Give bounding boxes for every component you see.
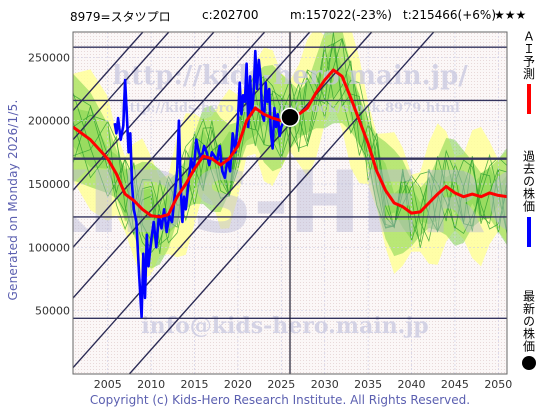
x-axis: 2005 2010 2015 2020 2025 2030 2035 2040 2045 2050 <box>94 378 513 391</box>
x-tick-label-1: 2010 <box>137 378 165 391</box>
x-tick-label-0: 2005 <box>94 378 122 391</box>
legend-latest-price-label: 最新の株価 <box>521 290 536 353</box>
x-tick-label-9: 2050 <box>484 378 512 391</box>
y-tick-label-3: 200000 <box>28 115 70 128</box>
trend-line-3 <box>73 32 215 191</box>
x-tick-label-2: 2015 <box>181 378 209 391</box>
x-tick-label-4: 2025 <box>267 378 295 391</box>
y-tick-label-2: 150000 <box>28 178 70 191</box>
y-tick-label-1: 100000 <box>28 241 70 254</box>
y-axis: 50000 100000 150000 200000 250000 <box>28 51 70 317</box>
generated-date-label: Generated on Monday 2026/1/5. <box>6 99 20 301</box>
min-price: m:157022(-23%) <box>290 8 392 22</box>
y-tick-label-0: 50000 <box>35 305 70 318</box>
current-price: c:202700 <box>202 8 259 22</box>
forecast-band-line-3 <box>73 38 507 248</box>
forecast-band-line-5 <box>73 32 507 254</box>
header: 8979=スタツプロ c:202700 m:157022(-23%) t:215… <box>0 8 560 26</box>
watermark-email: info@kids-hero.main.jp <box>141 313 428 339</box>
latest-price-dot <box>280 107 300 127</box>
y-tick-label-4: 250000 <box>28 51 70 64</box>
legend-dot-icon <box>522 355 536 370</box>
legend-ai-forecast: ＡＩ予測 <box>519 30 539 114</box>
past-price-line <box>113 49 291 319</box>
x-tick-label-3: 2020 <box>224 378 252 391</box>
rating-stars: ★★★ <box>494 8 527 22</box>
legend-past-price-label: 過去の株価 <box>521 150 536 213</box>
x-tick-label-6: 2035 <box>354 378 382 391</box>
latest-marker-group <box>280 32 300 374</box>
legend-latest-price: 最新の株価 <box>519 290 539 370</box>
stock-code: 8979=スタツプロ <box>70 10 171 24</box>
x-tick-label-5: 2030 <box>311 378 339 391</box>
trend-line-4 <box>73 32 170 141</box>
target-price: t:215466(+6%) <box>403 8 497 22</box>
plot-frame <box>72 31 508 375</box>
x-tick-label-8: 2045 <box>441 378 469 391</box>
x-tick-label-7: 2040 <box>398 378 426 391</box>
legend-blue-line-icon <box>527 216 531 247</box>
legend-red-line-icon <box>527 84 531 114</box>
legend-past-price: 過去の株価 <box>519 150 539 247</box>
copyright: Copyright (c) Kids-Hero Research Institu… <box>89 393 471 407</box>
legend-ai-forecast-label: ＡＩ予測 <box>521 30 536 80</box>
trend-line-2 <box>73 32 266 248</box>
